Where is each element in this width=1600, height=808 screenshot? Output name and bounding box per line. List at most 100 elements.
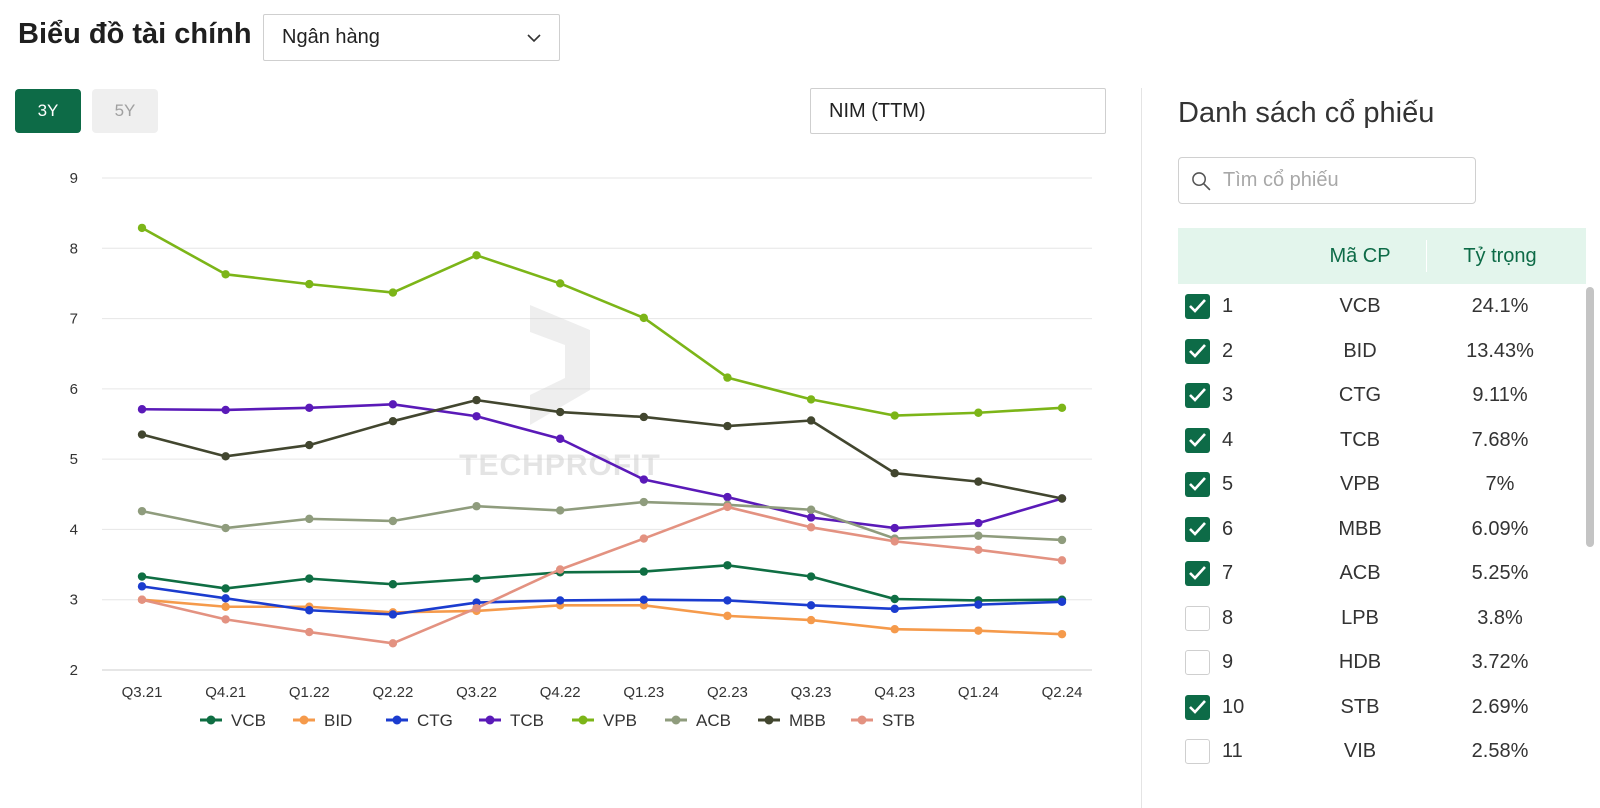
x-tick-label: Q2.22 [372, 684, 413, 701]
series-line-acb [141, 500, 1063, 542]
stock-list-scrollbar[interactable] [1586, 287, 1594, 547]
x-tick-label: Q4.22 [540, 684, 581, 701]
data-point-stb [472, 603, 481, 613]
industry-select[interactable]: Ngân hàng [263, 14, 560, 61]
data-point-acb [137, 506, 147, 516]
stock-checkbox[interactable] [1185, 650, 1210, 675]
data-point-mbb [974, 477, 983, 486]
stock-search-box[interactable] [1178, 157, 1476, 204]
table-row[interactable]: 8 LPB 3.8% [1178, 596, 1578, 641]
data-point-mbb [221, 452, 230, 461]
row-rank: 5 [1222, 473, 1234, 495]
data-point-stb [890, 537, 899, 546]
check-icon [1189, 566, 1206, 580]
data-point-mbb [723, 421, 732, 431]
watermark-logo [530, 305, 590, 425]
row-stock-code: ACB [1339, 562, 1381, 584]
row-rank: 8 [1222, 606, 1234, 629]
table-row[interactable]: 4 TCB 7.68% [1178, 418, 1578, 463]
row-weight: 7% [1485, 473, 1515, 495]
series-line-vpb [141, 226, 1063, 417]
data-point-tcb [806, 513, 816, 522]
data-point-vpb [723, 373, 732, 382]
stock-checkbox[interactable] [1185, 338, 1210, 364]
data-point-mbb [137, 430, 147, 439]
range-button-3y[interactable]: 3Y [15, 89, 81, 133]
stock-checkbox[interactable] [1185, 739, 1210, 764]
data-point-bid [1057, 629, 1067, 639]
column-header-weight[interactable]: Tỷ trọng [1463, 244, 1537, 267]
metric-select[interactable]: NIM (TTM) [810, 88, 1106, 134]
data-point-mbb [1057, 494, 1067, 503]
data-point-ctg [723, 596, 732, 605]
data-point-vpb [1057, 403, 1067, 413]
series-line-tcb [141, 403, 1063, 530]
legend-marker-dot [857, 715, 867, 725]
stock-checkbox[interactable] [1185, 605, 1210, 631]
data-point-stb [221, 615, 230, 624]
row-rank: 3 [1222, 384, 1234, 406]
industry-select-value: Ngân hàng [282, 26, 380, 48]
stock-checkbox[interactable] [1185, 383, 1210, 408]
table-row[interactable]: 2 BID 13.43% [1178, 329, 1578, 374]
chevron-down-icon [527, 33, 541, 42]
data-point-ctg [388, 610, 398, 619]
row-weight: 9.11% [1472, 384, 1528, 406]
y-tick-label: 4 [70, 521, 78, 538]
data-point-vcb [472, 574, 481, 583]
column-header-code[interactable]: Mã CP [1329, 244, 1391, 267]
legend-label-acb: ACB [696, 711, 731, 730]
x-tick-label: Q2.24 [1042, 684, 1083, 701]
data-point-mbb [806, 416, 816, 425]
stock-checkbox[interactable] [1185, 427, 1210, 453]
row-rank: 6 [1222, 517, 1234, 540]
table-row[interactable]: 7 ACB 5.25% [1178, 551, 1578, 596]
search-icon [1192, 171, 1211, 190]
x-tick-label: Q4.23 [874, 684, 915, 701]
stock-checkbox[interactable] [1185, 516, 1210, 542]
data-point-vcb [723, 561, 732, 570]
row-rank: 9 [1222, 651, 1234, 673]
table-row[interactable]: 6 MBB 6.09% [1178, 507, 1578, 552]
data-point-acb [806, 505, 816, 514]
table-row[interactable]: 9 HDB 3.72% [1178, 640, 1578, 685]
table-row[interactable]: 11 VIB 2.58% [1178, 729, 1578, 774]
row-stock-code: MBB [1338, 517, 1382, 540]
data-point-acb [1057, 535, 1067, 545]
table-row[interactable]: 10 STB 2.69% [1178, 685, 1578, 730]
data-point-vpb [806, 395, 816, 404]
data-point-tcb [472, 412, 481, 421]
data-point-vpb [388, 288, 398, 297]
stock-checkbox[interactable] [1185, 472, 1210, 497]
data-point-stb [555, 565, 565, 574]
data-point-ctg [974, 600, 983, 609]
stock-checkbox[interactable] [1185, 694, 1210, 720]
table-row[interactable]: 1 VCB 24.1% [1178, 284, 1578, 329]
row-weight: 13.43% [1466, 339, 1534, 362]
table-row[interactable]: 5 VPB 7% [1178, 462, 1578, 507]
data-point-acb [221, 523, 230, 533]
row-rank: 1 [1222, 295, 1234, 317]
data-point-mbb [890, 469, 899, 478]
stock-checkbox[interactable] [1185, 294, 1210, 319]
x-tick-label: Q3.21 [122, 684, 163, 701]
row-rank: 4 [1222, 428, 1234, 451]
table-row[interactable]: 3 CTG 9.11% [1178, 373, 1578, 418]
data-point-tcb [305, 403, 314, 413]
nim-line-chart: 2 3 4 5 6 7 8 9 Q3.21 Q4.21 Q1.22 Q2.22 Q3.22 Q4.22 Q1… [70, 170, 1092, 730]
data-point-ctg [639, 595, 649, 604]
row-weight: 2.69% [1471, 695, 1529, 718]
stock-list-title: Danh sách cổ phiếu [1178, 97, 1435, 129]
range-button-5y[interactable]: 5Y [92, 89, 158, 133]
data-point-stb [137, 595, 147, 604]
stock-search-input[interactable] [1223, 169, 1463, 192]
data-point-tcb [221, 405, 230, 415]
row-stock-code: VCB [1339, 295, 1381, 317]
data-point-ctg [137, 582, 147, 591]
data-point-vpb [137, 223, 147, 233]
check-icon [1189, 388, 1206, 402]
data-point-bid [723, 611, 732, 621]
stock-checkbox[interactable] [1185, 561, 1210, 586]
data-point-ctg [806, 601, 816, 610]
data-point-stb [806, 523, 816, 532]
